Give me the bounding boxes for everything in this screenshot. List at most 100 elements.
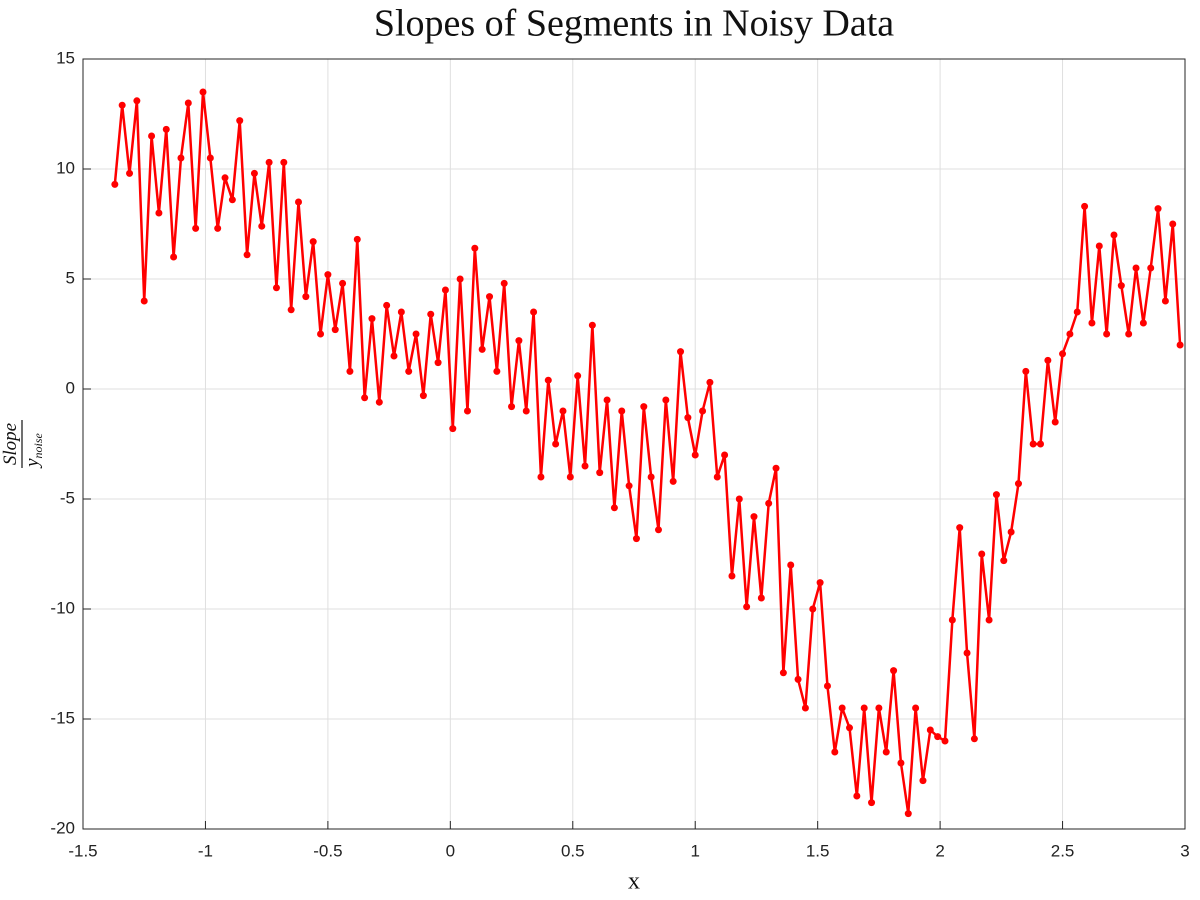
data-point bbox=[177, 154, 185, 162]
data-point bbox=[148, 132, 156, 140]
data-point bbox=[192, 224, 200, 232]
data-point bbox=[508, 403, 516, 411]
data-point bbox=[559, 407, 567, 415]
data-point bbox=[427, 310, 435, 318]
data-point bbox=[735, 495, 743, 503]
data-point bbox=[801, 704, 809, 712]
data-point bbox=[1022, 367, 1030, 375]
data-point bbox=[581, 462, 589, 470]
data-point bbox=[662, 396, 670, 404]
data-point bbox=[493, 367, 501, 375]
data-point bbox=[449, 425, 457, 433]
data-point bbox=[677, 348, 685, 356]
data-point bbox=[618, 407, 626, 415]
data-point bbox=[339, 279, 347, 287]
y-tick-label: 10 bbox=[56, 158, 75, 177]
x-tick-label: 0 bbox=[446, 841, 455, 860]
data-point bbox=[1176, 341, 1184, 349]
data-point bbox=[302, 293, 310, 301]
data-point bbox=[309, 238, 317, 246]
data-point bbox=[295, 198, 303, 206]
data-point bbox=[162, 125, 170, 133]
data-point bbox=[743, 603, 751, 611]
data-point bbox=[1044, 356, 1052, 364]
data-point bbox=[904, 810, 912, 818]
data-point bbox=[1014, 480, 1022, 488]
y-tick-label: -15 bbox=[50, 708, 75, 727]
data-point bbox=[985, 616, 993, 624]
data-point bbox=[1051, 418, 1059, 426]
data-point bbox=[713, 473, 721, 481]
data-point bbox=[419, 392, 427, 400]
data-point bbox=[1161, 297, 1169, 305]
y-tick-label: -5 bbox=[60, 488, 75, 507]
data-point bbox=[243, 251, 251, 259]
data-point bbox=[405, 367, 413, 375]
data-point bbox=[816, 579, 824, 587]
data-point bbox=[787, 561, 795, 569]
data-point bbox=[1073, 308, 1081, 316]
data-point bbox=[750, 513, 758, 521]
data-point bbox=[596, 469, 604, 477]
data-point bbox=[647, 473, 655, 481]
data-point bbox=[691, 451, 699, 459]
data-point bbox=[456, 275, 464, 283]
data-point bbox=[412, 330, 420, 338]
data-point bbox=[838, 704, 846, 712]
data-point bbox=[992, 491, 1000, 499]
data-point bbox=[118, 101, 126, 109]
data-point bbox=[1103, 330, 1111, 338]
data-point bbox=[853, 792, 861, 800]
data-point bbox=[515, 337, 523, 345]
data-point bbox=[140, 297, 148, 305]
data-point bbox=[1029, 440, 1037, 448]
x-tick-label: 2 bbox=[935, 841, 944, 860]
x-tick-label: 1.5 bbox=[806, 841, 830, 860]
data-point bbox=[441, 286, 449, 294]
y-label-base: y bbox=[22, 458, 43, 469]
data-point bbox=[397, 308, 405, 316]
data-point bbox=[126, 169, 134, 177]
data-point bbox=[1095, 242, 1103, 250]
data-point bbox=[566, 473, 574, 481]
data-point bbox=[588, 321, 596, 329]
data-point bbox=[603, 396, 611, 404]
data-point bbox=[941, 737, 949, 745]
x-tick-label: -0.5 bbox=[313, 841, 342, 860]
data-point bbox=[111, 180, 119, 188]
data-point bbox=[1147, 264, 1155, 272]
trace-line bbox=[113, 90, 1182, 815]
data-point bbox=[948, 616, 956, 624]
data-point bbox=[346, 367, 354, 375]
data-point bbox=[1132, 264, 1140, 272]
data-point bbox=[184, 99, 192, 107]
data-point bbox=[228, 196, 236, 204]
y-label-numerator: Slope bbox=[0, 423, 21, 465]
data-point bbox=[552, 440, 560, 448]
y-label-subscript: noise bbox=[31, 432, 45, 458]
data-point bbox=[625, 482, 633, 490]
data-point bbox=[500, 279, 508, 287]
data-point bbox=[206, 154, 214, 162]
data-point bbox=[471, 244, 479, 252]
x-tick-label: -1.5 bbox=[68, 841, 97, 860]
data-point bbox=[170, 253, 178, 261]
y-tick-label: 15 bbox=[56, 48, 75, 67]
data-point bbox=[640, 403, 648, 411]
data-point bbox=[706, 378, 714, 386]
data-point bbox=[1007, 528, 1015, 536]
y-tick-label: -10 bbox=[50, 598, 75, 617]
x-axis-label: x bbox=[628, 869, 640, 895]
data-point bbox=[486, 293, 494, 301]
data-point bbox=[610, 504, 618, 512]
chart-title: Slopes of Segments in Noisy Data bbox=[374, 3, 894, 45]
data-point bbox=[1000, 557, 1008, 565]
data-point bbox=[530, 308, 538, 316]
data-point bbox=[654, 526, 662, 534]
data-point bbox=[1139, 319, 1147, 327]
data-point bbox=[669, 477, 677, 485]
data-point bbox=[831, 748, 839, 756]
data-point bbox=[236, 117, 244, 125]
data-point bbox=[463, 407, 471, 415]
